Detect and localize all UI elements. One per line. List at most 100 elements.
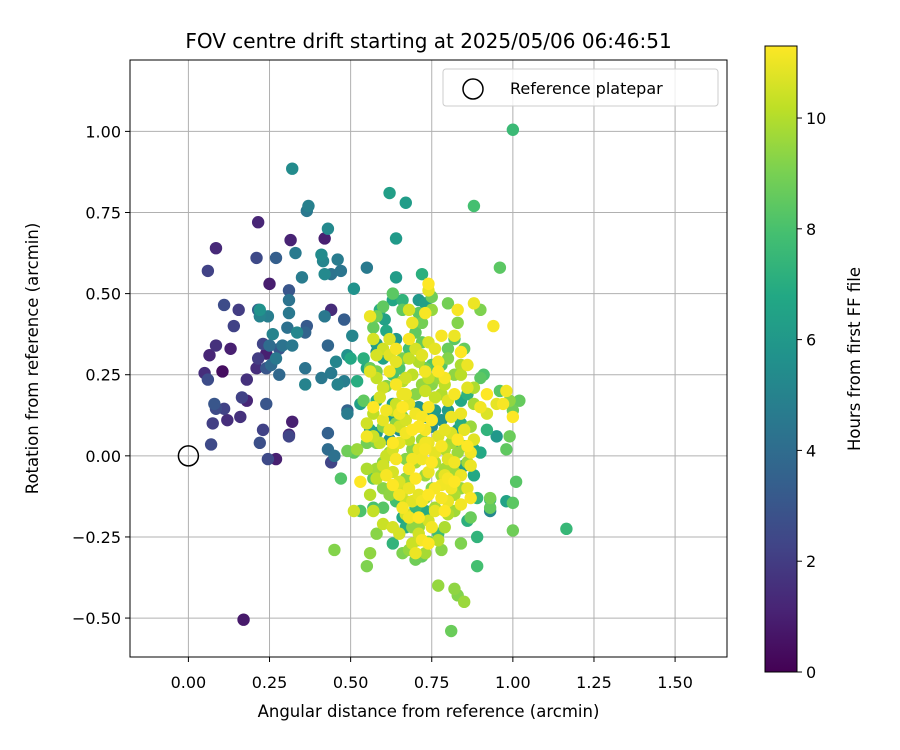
- scatter-point: [237, 613, 250, 626]
- reference-platepar-marker: [177, 445, 200, 467]
- scatter-point: [483, 501, 497, 514]
- scatter-point: [321, 222, 335, 235]
- scatter-point: [412, 511, 425, 524]
- scatter-point: [419, 443, 432, 456]
- scatter-point: [464, 511, 477, 524]
- scatter-point: [331, 253, 344, 266]
- scatter-point: [221, 413, 234, 427]
- scatter-point: [474, 446, 487, 459]
- scatter-point: [250, 251, 263, 265]
- scatter-point: [383, 365, 396, 378]
- scatter-point: [448, 456, 461, 469]
- scatter-point: [360, 559, 374, 573]
- scatter-point: [217, 298, 231, 312]
- scatter-point: [406, 452, 419, 466]
- colorbar-label: Hours from first FF file: [845, 267, 864, 451]
- scatter-point: [251, 352, 265, 365]
- scatter-point: [299, 362, 312, 375]
- scatter-point: [415, 452, 429, 466]
- scatter-point: [422, 400, 435, 414]
- scatter-point: [284, 233, 297, 247]
- scatter-point: [428, 342, 442, 355]
- scatter-point: [457, 423, 471, 437]
- scatter-point: [428, 504, 442, 518]
- x-axis-ticks: 0.00 0.25 0.50 0.75 1.00 1.25 1.50: [171, 657, 693, 692]
- colorbar-tick-label: 4: [806, 441, 816, 460]
- legend: Reference platepar: [442, 68, 719, 107]
- chart-title: FOV centre drift starting at 2025/05/06 …: [185, 29, 671, 53]
- scatter-point: [493, 261, 507, 274]
- x-tick-label: 0.50: [333, 673, 369, 692]
- scatter-point: [448, 387, 461, 401]
- scatter-point: [435, 543, 448, 557]
- y-axis-label: Rotation from reference (arcmin): [23, 223, 42, 495]
- scatter-point: [445, 624, 458, 638]
- scatter-point: [441, 352, 455, 365]
- scatter-point: [409, 546, 422, 560]
- x-tick-label: 1.25: [576, 673, 612, 692]
- y-tick-label: 0.00: [85, 447, 121, 466]
- scatter-point: [496, 397, 510, 411]
- scatter-point: [363, 365, 377, 378]
- scatter-point: [419, 546, 432, 560]
- scatter-point: [315, 248, 328, 261]
- scatter-point: [383, 488, 396, 501]
- scatter-point: [360, 430, 374, 443]
- scatter-point: [269, 352, 283, 365]
- scatter-point: [370, 472, 383, 485]
- scatter-point: [513, 394, 526, 407]
- scatter-point: [383, 332, 396, 346]
- scatter-point: [396, 501, 409, 514]
- scatter-point: [373, 391, 387, 404]
- legend-entry: Reference platepar: [510, 79, 663, 98]
- scatter-point: [396, 293, 409, 307]
- scatter-point: [266, 327, 279, 341]
- scatter-point: [350, 375, 364, 388]
- y-tick-label: 0.50: [85, 285, 121, 304]
- scatter-point: [344, 352, 357, 365]
- scatter-point: [360, 462, 374, 476]
- scatter-point: [415, 316, 429, 330]
- scatter-point: [461, 439, 474, 453]
- colorbar-tick-label: 8: [806, 220, 816, 239]
- scatter-point: [438, 423, 451, 437]
- scatter-point: [480, 387, 494, 401]
- scatter-point: [260, 397, 273, 411]
- scatter-point: [240, 373, 254, 386]
- scatter-point: [428, 391, 442, 404]
- scatter-point: [425, 413, 438, 427]
- scatter-point: [367, 321, 380, 334]
- scatter-point: [454, 368, 468, 381]
- scatter-point: [290, 326, 304, 339]
- scatter-point: [396, 400, 409, 414]
- scatter-point: [256, 423, 270, 437]
- scatter-point: [295, 271, 309, 284]
- scatter-point: [509, 475, 523, 488]
- scatter-point: [432, 533, 445, 547]
- scatter-point: [406, 316, 419, 330]
- scatter-point: [328, 449, 341, 463]
- scatter-point: [363, 310, 377, 323]
- scatter-point: [480, 423, 494, 437]
- scatter-point: [383, 186, 396, 200]
- scatter-point: [435, 329, 448, 342]
- scatter-point: [328, 543, 341, 557]
- scatter-point: [422, 465, 435, 479]
- scatter-point: [389, 232, 403, 245]
- scatter-point: [483, 491, 497, 505]
- scatter-point: [203, 349, 216, 362]
- scatter-point: [432, 355, 445, 368]
- scatter-point: [451, 446, 464, 459]
- scatter-point: [347, 504, 361, 518]
- scatter-point: [282, 430, 296, 443]
- colorbar-tick-label: 10: [806, 109, 826, 128]
- x-tick-label: 0.00: [171, 673, 207, 692]
- scatter-point: [487, 319, 500, 333]
- scatter-point: [441, 342, 455, 355]
- x-axis-label: Angular distance from reference (arcmin): [258, 702, 600, 721]
- y-tick-label: −0.25: [72, 528, 121, 547]
- scatter-point: [376, 413, 390, 427]
- scatter-point: [490, 430, 503, 443]
- scatter-point: [425, 521, 438, 534]
